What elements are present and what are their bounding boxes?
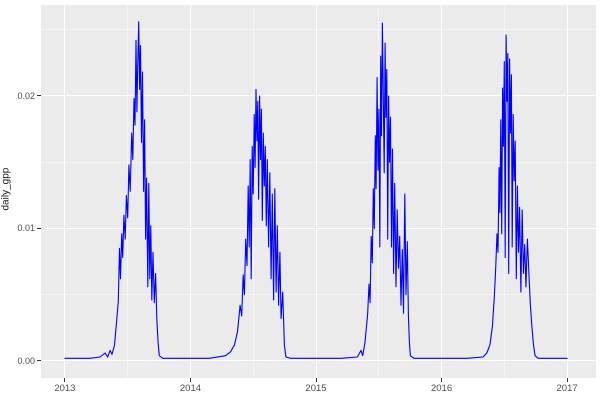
grid-major-y xyxy=(41,227,596,229)
x-tick-mark xyxy=(64,378,66,382)
x-tick-mark xyxy=(441,378,443,382)
y-axis-title: daily_gpp xyxy=(0,167,12,211)
grid-major-x xyxy=(189,5,191,378)
y-tick-label: 0.02 xyxy=(17,90,35,101)
x-tick-mark xyxy=(315,378,317,382)
gpp-line xyxy=(64,21,568,359)
y-tick-mark xyxy=(37,227,41,229)
plot-panel xyxy=(41,5,596,378)
grid-minor-y xyxy=(41,29,596,31)
x-tick-label: 2013 xyxy=(54,383,76,394)
x-tick-mark xyxy=(566,378,568,382)
x-tick-label: 2016 xyxy=(430,383,453,394)
y-tick-label: 0.01 xyxy=(17,223,35,234)
x-tick-mark xyxy=(189,378,191,382)
grid-minor-x xyxy=(378,5,380,378)
y-tick-mark xyxy=(37,360,41,362)
grid-minor-x xyxy=(127,5,129,378)
grid-major-y xyxy=(41,95,596,97)
grid-minor-y xyxy=(41,294,596,296)
x-tick-label: 2015 xyxy=(305,383,327,394)
grid-major-x xyxy=(441,5,443,378)
gpp-line-layer xyxy=(64,21,568,359)
x-tick-label: 2014 xyxy=(179,383,202,394)
grid-major-x xyxy=(566,5,568,378)
grid-minor-y xyxy=(41,161,596,163)
grid-minor-x xyxy=(503,5,505,378)
y-tick-mark xyxy=(37,95,41,97)
y-tick-label: 0.00 xyxy=(17,355,35,366)
x-tick-label: 2017 xyxy=(556,383,578,394)
grid-major-y xyxy=(41,360,596,362)
grid-major-x xyxy=(315,5,317,378)
grid-major-x xyxy=(64,5,66,378)
